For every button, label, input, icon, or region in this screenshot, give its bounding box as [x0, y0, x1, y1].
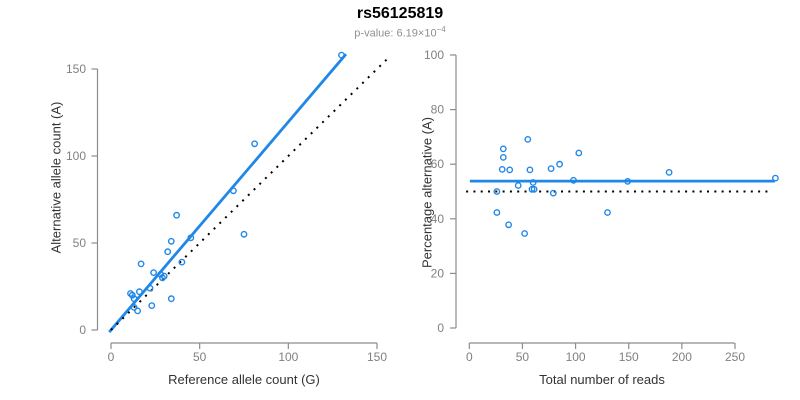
- data-point: [521, 230, 528, 237]
- data-point: [137, 260, 145, 268]
- left-scatter-plot: 0 50 100 150 0 50 100 150: [66, 51, 389, 364]
- data-point: [240, 230, 248, 238]
- figure-subtitle: p-value: 6.19×10−4: [0, 25, 800, 40]
- data-point: [146, 284, 154, 292]
- data-point: [150, 269, 158, 276]
- data-point: [528, 185, 536, 193]
- data-point: [178, 258, 186, 266]
- y-tick-label: 0: [437, 321, 444, 335]
- x-tick-label: 50: [516, 350, 530, 364]
- data-point: [556, 160, 563, 168]
- data-point: [135, 288, 143, 296]
- data-point: [506, 166, 514, 174]
- y-tick-label: 100: [66, 149, 86, 163]
- data-point: [251, 140, 259, 148]
- figure-title: rs56125819: [356, 5, 444, 22]
- left-yaxis-title: Alternative allele count (A): [48, 101, 64, 254]
- data-point: [130, 303, 138, 311]
- pvalue-text: p-value: 6.19×10: [354, 27, 437, 40]
- data-point: [173, 211, 181, 219]
- y-tick-label: 40: [431, 212, 445, 226]
- data-point: [167, 237, 175, 245]
- regression-line: [108, 53, 348, 333]
- data-point: [128, 291, 136, 299]
- data-point: [164, 248, 172, 256]
- data-point: [524, 135, 532, 143]
- data-point: [526, 166, 534, 174]
- data-point: [498, 165, 506, 173]
- data-point: [157, 270, 165, 278]
- y-tick-label: 20: [431, 266, 445, 280]
- y-tick-label: 0: [79, 323, 86, 337]
- right-scatter-plot: 0 50 100 150 200 250 0 20 40 60 80 100: [424, 48, 779, 364]
- x-tick-label: 100: [278, 350, 298, 364]
- pvalue-exponent: −4: [436, 25, 446, 34]
- data-point: [167, 295, 175, 303]
- data-point: [514, 182, 522, 189]
- x-tick-label: 100: [566, 350, 586, 364]
- data-point: [160, 272, 168, 280]
- data-point: [772, 174, 779, 182]
- identity-line: [110, 57, 389, 331]
- data-point: [499, 153, 507, 161]
- data-point: [229, 187, 237, 195]
- data-point: [127, 290, 134, 297]
- y-tick-label: 150: [66, 62, 86, 76]
- data-point: [547, 165, 555, 173]
- data-point: [493, 188, 501, 195]
- right-xaxis-title: Total number of reads: [539, 372, 665, 387]
- left-xaxis-title: Reference allele count (G): [168, 372, 320, 387]
- x-tick-label: 200: [672, 350, 692, 364]
- x-tick-label: 0: [108, 350, 115, 364]
- data-point: [338, 51, 345, 59]
- y-tick-label: 50: [73, 236, 87, 250]
- data-point: [529, 179, 537, 186]
- data-point: [549, 189, 557, 197]
- data-point: [148, 302, 156, 309]
- y-tick-label: 100: [424, 48, 444, 62]
- data-point: [575, 149, 583, 157]
- data-point: [499, 145, 507, 153]
- x-tick-label: 150: [367, 350, 387, 364]
- y-tick-label: 80: [431, 103, 445, 117]
- right-yaxis-title: Percentage alternative (A): [419, 116, 435, 269]
- data-point: [493, 209, 501, 216]
- y-tick-label: 60: [431, 157, 445, 171]
- x-tick-label: 250: [725, 350, 745, 364]
- x-tick-label: 50: [193, 350, 207, 364]
- data-point: [665, 168, 673, 176]
- data-point: [130, 295, 138, 303]
- data-point: [570, 176, 577, 184]
- data-point: [530, 185, 538, 193]
- data-point: [505, 221, 512, 229]
- data-point: [604, 209, 611, 216]
- data-point: [158, 274, 166, 282]
- x-tick-label: 0: [466, 350, 473, 364]
- x-tick-label: 150: [619, 350, 639, 364]
- data-point: [134, 307, 142, 315]
- data-point: [187, 234, 195, 242]
- data-point: [624, 177, 632, 185]
